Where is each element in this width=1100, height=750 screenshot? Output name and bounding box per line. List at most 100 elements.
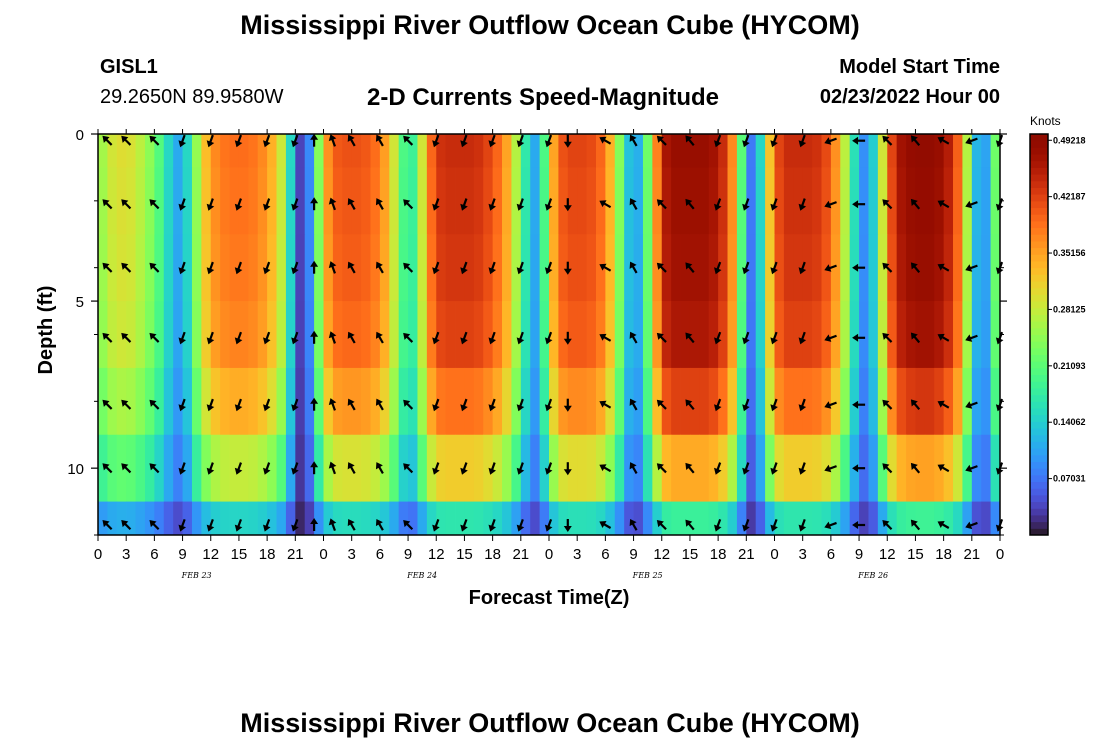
heatmap-cell [314,301,324,369]
heatmap-cell [755,167,766,235]
current-arrow [102,199,113,210]
current-arrow [347,398,356,411]
heatmap-cell [426,367,437,436]
heatmap-cell [530,434,541,502]
heatmap-cell [934,501,945,536]
current-arrow [432,198,440,211]
current-arrow [910,519,921,531]
current-arrow [403,399,414,410]
heatmap-cell [408,167,418,235]
heatmap-cell [520,167,531,235]
heatmap-cell [990,234,1001,302]
heatmap-cell [981,167,992,235]
heatmap-cell [351,501,362,536]
x-axis: 0 3 6 9 12 15 18 21 0 3 6 9 12 15 18 21 0 3 6 9 12 15 18 21 0 3 6 9… [94,129,1004,580]
heatmap-cell [633,501,644,536]
heatmap-cell [511,434,522,502]
current-arrow [544,198,553,211]
colorbar-cell [1030,187,1048,195]
current-arrow [798,261,807,275]
arrow-head [563,205,572,212]
arrow-head [460,467,468,475]
arrow-head [291,203,299,211]
heatmap-cell [229,434,240,502]
heatmap-cell [642,367,653,436]
arrow-head [770,267,778,275]
arrow-head [685,135,693,143]
current-arrow [328,461,337,475]
arrow-head [882,262,890,270]
heatmap-cell [577,501,587,536]
heatmap-cell [408,367,418,436]
arrow-head [910,519,918,527]
arrow-head [937,263,945,271]
heatmap-cell [520,134,531,168]
heatmap-cell [445,501,456,536]
current-arrow [544,518,553,532]
heatmap-cell [661,501,672,536]
current-arrow [262,462,271,475]
current-arrow [460,398,468,412]
arrow-head [262,203,271,211]
heatmap-cell [783,301,794,369]
heatmap-cell [981,301,992,369]
current-arrow [432,398,440,412]
arrow-head [770,467,778,475]
arrow-head [882,199,890,207]
arrow-head [375,134,383,142]
colorbar-cell [1030,408,1048,416]
heatmap-cell [990,367,1001,436]
arrow-head [656,332,664,340]
heatmap-cell [379,501,390,536]
colorbar-cell [1030,160,1048,168]
x-tick-label: 6 [827,546,835,563]
plot-subtitle: 2-D Currents Speed-Magnitude [367,84,720,111]
heatmap-cell [614,301,625,369]
colorbar-cell [1030,274,1048,282]
arrow-head [770,203,778,211]
heatmap-cell [276,234,287,302]
heatmap-cell [859,301,869,369]
heatmap-cell [765,167,775,235]
current-arrow [656,399,667,410]
heatmap-cell [793,301,804,369]
heatmap-cell [135,301,146,369]
arrow-head [563,338,572,345]
colorbar-cell [1030,374,1048,382]
arrow-head [460,267,468,275]
current-arrow [121,262,132,273]
heatmap-cell [642,134,653,168]
arrow-head [328,518,337,526]
current-arrow [563,398,572,412]
heatmap-cell [877,434,888,502]
arrow-head [685,519,693,527]
heatmap-cell [473,167,484,235]
heatmap-cell [755,434,766,502]
arrow-head [178,267,187,275]
heatmap-cell [840,167,851,235]
current-arrow [713,134,722,148]
heatmap-cell [351,301,362,369]
arrow-head [403,135,411,143]
current-arrow [375,261,384,274]
current-arrow [262,331,271,345]
heatmap-cell [577,301,587,369]
heatmap-cell [144,234,155,302]
arrow-head [460,140,468,148]
current-arrow [375,462,384,474]
heatmap-cell [924,367,935,436]
heatmap-cell [464,167,475,235]
colorbar-cell [1030,260,1048,269]
heatmap-cell [455,301,465,369]
current-arrow [291,261,299,275]
arrow-head [599,400,607,408]
x-tick-label: 21 [287,546,304,563]
current-arrow [328,331,337,344]
heatmap-cell [849,167,860,235]
colorbar-cell [1030,214,1048,222]
heatmap-cell [680,501,691,536]
current-arrow [965,521,978,530]
current-arrow [206,331,215,345]
heatmap-cell [793,367,804,436]
heatmap-cell [915,367,926,436]
